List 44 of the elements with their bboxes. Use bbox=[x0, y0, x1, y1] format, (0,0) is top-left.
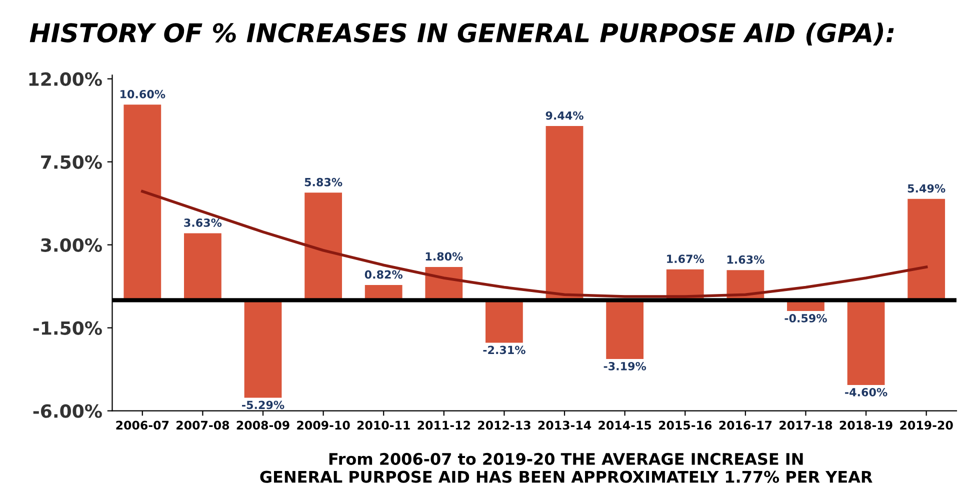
data-label: -4.60% bbox=[845, 388, 888, 396]
data-label: 1.67% bbox=[667, 254, 704, 264]
bar bbox=[244, 300, 282, 398]
data-label: 3.63% bbox=[184, 218, 222, 227]
y-tick-label: -6.00% bbox=[33, 404, 102, 418]
data-label: 9.44% bbox=[546, 111, 584, 120]
bar bbox=[124, 104, 162, 300]
bar bbox=[546, 126, 584, 300]
x-tick-label: 2017-18 bbox=[780, 420, 832, 430]
data-label: 1.63% bbox=[727, 255, 764, 264]
x-tick-label: 2010-11 bbox=[357, 420, 410, 430]
x-tick-label: 2018-19 bbox=[840, 420, 892, 430]
x-tick-label: 2015-16 bbox=[658, 420, 712, 430]
x-tick-label: 2007-08 bbox=[176, 420, 230, 430]
x-tick-label: 2014-15 bbox=[598, 420, 652, 430]
bar bbox=[606, 300, 644, 359]
x-tick-label: 2011-12 bbox=[418, 420, 470, 430]
x-tick-label: 2016-17 bbox=[719, 420, 772, 430]
data-label: 0.82% bbox=[364, 270, 403, 279]
data-label: -3.19% bbox=[604, 362, 646, 370]
x-tick-label: 2019-20 bbox=[900, 420, 953, 430]
data-label: -5.29% bbox=[242, 400, 284, 410]
y-tick-label: 3.00% bbox=[41, 238, 102, 252]
bar bbox=[184, 233, 222, 300]
x-tick-label: 2013-14 bbox=[538, 420, 592, 430]
bar bbox=[486, 300, 523, 343]
x-tick-label: 2006-07 bbox=[116, 420, 169, 430]
data-label: -0.59% bbox=[784, 314, 827, 322]
chart-title: HISTORY OF % INCREASES IN GENERAL PURPOSE AID (GPA): bbox=[30, 22, 894, 46]
y-tick-label: 12.00% bbox=[29, 72, 102, 86]
x-tick-label: 2008-09 bbox=[236, 420, 290, 430]
y-tick-label: 7.50% bbox=[41, 155, 102, 169]
bar bbox=[847, 300, 885, 385]
x-tick-label: 2012-13 bbox=[478, 420, 530, 430]
data-label: -2.31% bbox=[483, 346, 526, 354]
text: From 2006-07 to 2019-20 THE AVERAGE INCREASE IN GENERAL PURPOSE AID HAS BEEN APPROXIMATELY 1.77% PER YEAR bbox=[260, 452, 872, 483]
data-label: 10.60% bbox=[120, 90, 166, 98]
data-label: 5.49% bbox=[908, 184, 946, 193]
data-label: 5.83% bbox=[304, 178, 342, 186]
data-label: 1.80% bbox=[426, 252, 463, 261]
bar bbox=[908, 198, 946, 300]
bar bbox=[304, 192, 342, 300]
y-tick-label: -1.50% bbox=[33, 321, 102, 335]
x-tick-label: 2009-10 bbox=[297, 420, 350, 430]
